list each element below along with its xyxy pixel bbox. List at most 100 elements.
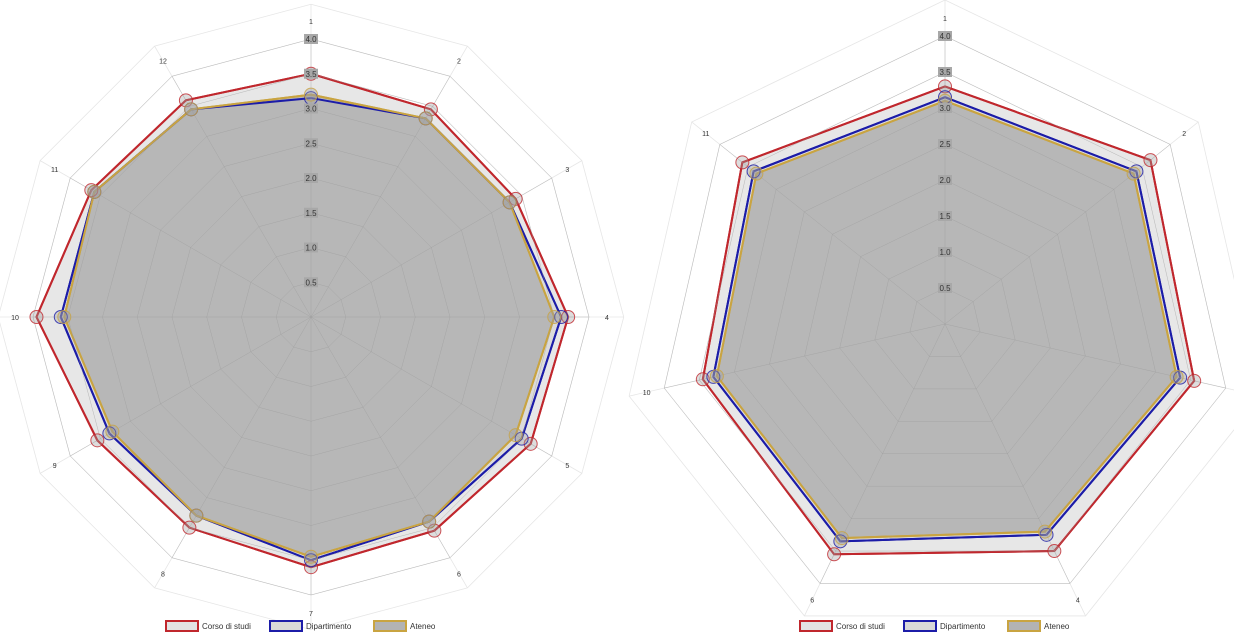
- data-point-ateneo: [1126, 166, 1141, 181]
- data-point-ateneo: [1037, 524, 1052, 539]
- legend: Corso di studi Dipartimento Ateneo: [165, 620, 436, 632]
- legend-label-dipartimento: Dipartimento: [940, 622, 986, 631]
- grid-ring-overlay: [804, 179, 1086, 454]
- grid-spoke-overlay: [171, 76, 312, 318]
- legend-swatch-dipartimento: [903, 620, 937, 632]
- tick-label-bg: [938, 283, 952, 293]
- axis-label: 1: [309, 19, 313, 26]
- tick-label-bg: [304, 207, 318, 218]
- data-point-ateneo: [57, 310, 72, 324]
- series-line-corso: [701, 85, 1196, 556]
- legend-label-corso: Corso di studi: [202, 622, 251, 631]
- grid-spoke-overlay: [944, 323, 1071, 584]
- data-point-corso: [938, 79, 952, 94]
- grid-spoke-overlay: [70, 316, 312, 457]
- axis-label: 6: [810, 598, 814, 605]
- axis-label: 7: [309, 611, 313, 618]
- grid-ring-overlay: [839, 215, 1051, 422]
- grid-spoke-overlay: [310, 76, 451, 318]
- tick-label-bg: [304, 242, 318, 253]
- data-point-dipartimento: [304, 553, 318, 568]
- radar-chart-right: 0.51.01.52.02.53.03.54.0123461011Corso d…: [628, 0, 1234, 632]
- data-point-ateneo: [709, 369, 724, 384]
- axis-label: 10: [11, 315, 19, 322]
- tick-label-bg: [304, 34, 318, 44]
- grid-spoke-overlay: [664, 323, 946, 389]
- axis-label: 2: [1182, 131, 1186, 138]
- axis-label: 12: [159, 59, 167, 66]
- data-point-corso: [827, 547, 842, 562]
- tick-label-bg: [304, 173, 318, 183]
- tick-label: 0.5: [305, 278, 317, 287]
- tick-label: 1.0: [939, 248, 951, 257]
- grid-spoke-overlay: [171, 316, 312, 558]
- grid-spoke-overlay: [944, 144, 1171, 325]
- radar-chart-left: 0.51.01.52.02.53.03.54.0123456789101112C…: [0, 3, 625, 632]
- tick-labels: 0.5 1.0 1.5 2.0 2.5 3.0 3.5 4.0: [304, 34, 318, 288]
- grid-spoke-overlay: [310, 316, 451, 558]
- data-points: [29, 66, 576, 575]
- grid-ring-overlay: [699, 71, 1191, 552]
- data-point-dipartimento: [53, 310, 68, 324]
- axis-label: 10: [643, 390, 651, 397]
- data-point-ateneo: [87, 184, 102, 199]
- axis-label: 6: [457, 571, 461, 578]
- legend-label-ateneo: Ateneo: [1044, 622, 1070, 631]
- data-point-corso: [735, 155, 750, 170]
- legend-label-corso: Corso di studi: [836, 622, 885, 631]
- grid-ring-overlay: [769, 143, 1121, 487]
- tick-label-bg: [938, 31, 952, 41]
- tick-label: 0.5: [939, 284, 951, 293]
- grid-ring-overlay: [663, 35, 1227, 584]
- tick-label: 2.5: [305, 139, 317, 148]
- legend-swatch-corso: [165, 620, 199, 632]
- axis-label: 5: [565, 463, 569, 470]
- tick-label: 4.0: [305, 35, 317, 44]
- tick-label: 4.0: [939, 32, 951, 41]
- axis-label: 8: [161, 571, 165, 578]
- tick-label: 1.5: [305, 209, 317, 218]
- legend-swatch-ateneo: [373, 620, 407, 632]
- tick-label: 3.0: [305, 105, 317, 114]
- tick-label: 2.0: [305, 174, 317, 183]
- tick-label: 1.0: [305, 244, 317, 253]
- grid-spoke-overlay: [70, 177, 312, 318]
- tick-label-bg: [938, 247, 952, 257]
- axis-label: 4: [1076, 598, 1080, 605]
- grid-spoke-overlay: [310, 177, 552, 318]
- tick-label: 2.0: [939, 176, 951, 185]
- data-point-ateneo: [189, 508, 204, 523]
- data-point-corso: [29, 310, 44, 324]
- axis-label: 11: [51, 167, 58, 174]
- grid-spoke-overlay: [944, 323, 1226, 389]
- legend-label-dipartimento: Dipartimento: [306, 622, 352, 631]
- axis-label: 1: [943, 16, 947, 23]
- axis-label: 3: [565, 167, 569, 174]
- legend-swatch-corso: [799, 620, 833, 632]
- data-point-ateneo: [834, 531, 849, 546]
- legend-label-ateneo: Ateneo: [410, 622, 436, 631]
- tick-label: 1.5: [939, 212, 951, 221]
- data-point-ateneo: [422, 514, 437, 529]
- axis-label: 4: [605, 315, 609, 322]
- tick-label-bg: [304, 277, 318, 288]
- data-point-ateneo: [502, 195, 517, 210]
- data-point-ateneo: [508, 428, 523, 443]
- data-point-ateneo: [184, 102, 199, 117]
- tick-labels: 0.5 1.0 1.5 2.0 2.5 3.0 3.5 4.0: [938, 31, 952, 293]
- data-point-ateneo: [304, 549, 318, 564]
- legend-swatch-ateneo: [1007, 620, 1041, 632]
- data-point-ateneo: [304, 87, 318, 102]
- legend-swatch-dipartimento: [269, 620, 303, 632]
- tick-label: 3.5: [939, 68, 951, 77]
- data-points: [695, 79, 1202, 562]
- tick-label-bg: [938, 67, 952, 77]
- legend: Corso di studi Dipartimento Ateneo: [799, 620, 1070, 632]
- data-point-ateneo: [105, 424, 120, 439]
- tick-label-bg: [938, 211, 952, 221]
- grid-ring: [628, 0, 1234, 617]
- data-point-corso: [1187, 373, 1202, 388]
- data-point-corso: [1143, 153, 1158, 168]
